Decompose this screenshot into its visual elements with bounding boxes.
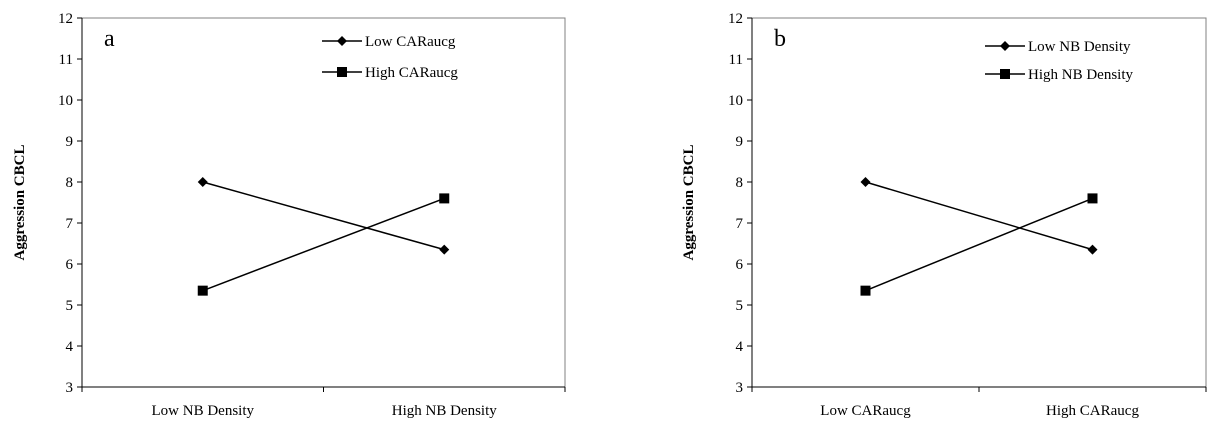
y-tick-label: 7 [736,216,744,232]
y-tick-label: 4 [736,339,744,355]
data-point [1087,193,1098,204]
y-tick-label: 9 [736,134,744,150]
series-high [197,193,450,296]
series-line [202,181,445,251]
y-tick-label: 7 [66,216,74,232]
x-tick-label: High NB Density [392,403,498,419]
plot-area [81,17,566,388]
legend-marker [337,67,347,77]
chart-panel-a: 3 4 5 6 7 8 9 10 11 12 Low NB Density High NB Densi… [12,11,566,419]
y-tick-label: 5 [66,298,74,314]
series-line [865,197,1093,292]
legend-label: Low NB Density [1028,39,1131,55]
legend: Low NB Density High NB Density [985,39,1134,83]
y-tick-label: 11 [729,52,743,68]
data-point [197,177,208,187]
x-tick-label: Low CARaucg [820,403,911,419]
series-high [860,193,1098,296]
series-low [197,177,450,255]
y-tick-label: 12 [58,11,73,27]
series-low [860,177,1098,255]
legend-marker [337,36,347,46]
data-point [439,244,450,255]
y-tick-label: 6 [66,257,74,273]
legend-label: High CARaucg [365,65,458,81]
data-point [197,285,208,296]
panel-label: a [104,26,115,52]
y-tick-label: 8 [66,175,74,191]
y-tick-label: 8 [736,175,744,191]
y-tick-label: 10 [58,93,73,109]
data-point [860,285,871,296]
y-tick-label: 10 [728,93,743,109]
legend-marker [1000,41,1010,51]
data-point [860,177,871,187]
panel-label: b [774,26,786,52]
y-axis-label: Aggression CBCL [681,145,697,261]
y-tick-label: 11 [59,52,73,68]
series-line [865,181,1093,251]
chart-panel-b: 3 4 5 6 7 8 9 10 11 12 Low CARaucg High CARaucg Aggr… [681,11,1207,419]
y-tick-label: 9 [66,134,74,150]
y-tick-label: 12 [728,11,743,27]
legend-marker [1000,69,1010,79]
x-tick-label: Low NB Density [152,403,255,419]
x-tick-label: High CARaucg [1046,403,1139,419]
legend: Low CARaucg High CARaucg [322,34,458,81]
y-tick-label: 6 [736,257,744,273]
plot-area [751,17,1207,388]
y-axis-label: Aggression CBCL [12,145,28,261]
y-tick-label: 4 [66,339,74,355]
y-tick-label: 5 [736,298,744,314]
legend-label: High NB Density [1028,67,1134,83]
y-tick-label: 3 [736,380,744,396]
legend-label: Low CARaucg [365,34,456,50]
data-point [1087,244,1098,255]
y-tick-label: 3 [66,380,74,396]
data-point [439,193,450,204]
series-line [202,197,445,292]
